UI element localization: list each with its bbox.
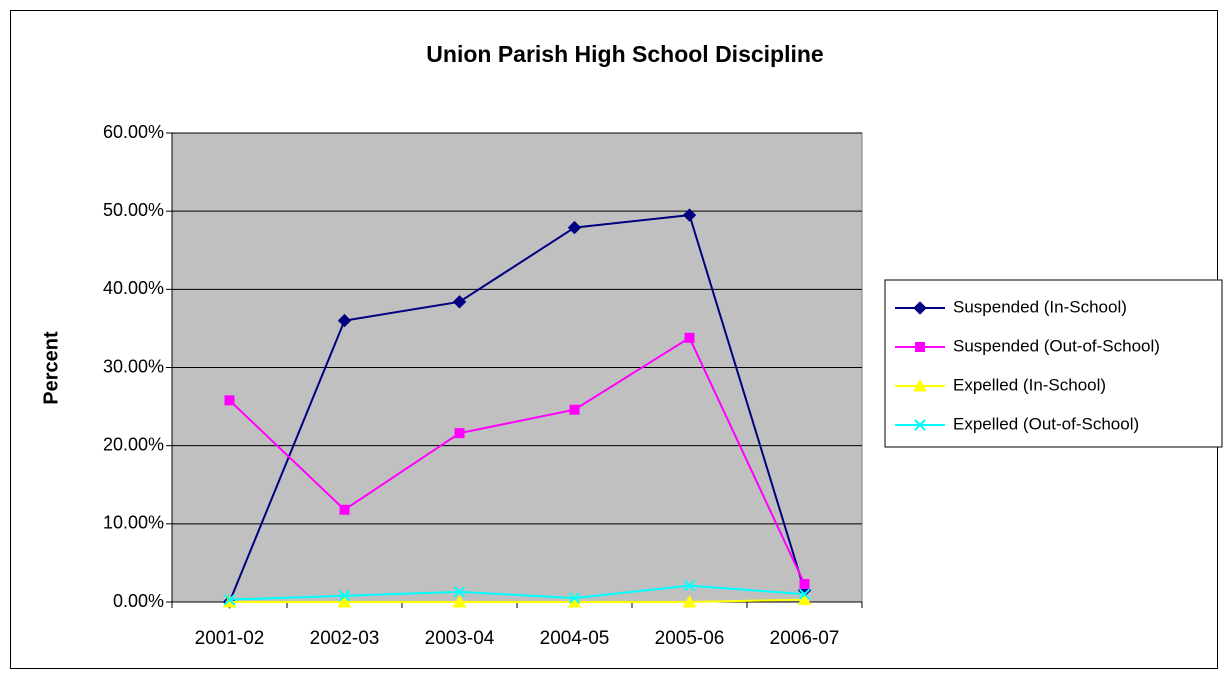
marker <box>454 428 465 439</box>
marker <box>338 590 351 602</box>
marker <box>683 579 696 592</box>
y-axis-label: Percent <box>40 331 62 405</box>
marker <box>569 404 580 415</box>
marker <box>797 592 812 606</box>
series-line <box>229 584 805 601</box>
marker <box>799 579 810 590</box>
y-tick-label: 60.00% <box>103 122 164 142</box>
marker <box>682 208 697 222</box>
marker <box>337 594 352 608</box>
legend-label: Suspended (Out-of-School) <box>953 336 1160 355</box>
x-tick-label: 2003-04 <box>425 628 495 649</box>
x-tick-label: 2002-03 <box>310 628 380 649</box>
series-line <box>229 598 805 603</box>
y-tick-label: 40.00% <box>103 278 164 298</box>
marker <box>453 586 466 598</box>
x-tick-label: 2001-02 <box>195 628 265 649</box>
y-tick-label: 10.00% <box>103 513 164 533</box>
marker <box>568 592 581 604</box>
series-line <box>228 213 806 603</box>
legend-marker <box>914 419 926 431</box>
x-tick-label: 2004-05 <box>540 628 610 649</box>
legend-label: Suspended (In-School) <box>953 297 1127 316</box>
x-tick-label: 2005-06 <box>655 628 725 649</box>
legend-marker <box>915 342 925 352</box>
marker <box>798 588 811 600</box>
marker <box>452 594 467 608</box>
series-line <box>228 336 806 585</box>
chart-title: Union Parish High School Discipline <box>426 41 823 67</box>
legend-marker <box>913 378 927 392</box>
y-tick-label: 0.00% <box>113 591 164 611</box>
y-tick-label: 50.00% <box>103 200 164 220</box>
legend-label: Expelled (In-School) <box>953 375 1106 394</box>
legend-label: Expelled (Out-of-School) <box>953 414 1139 433</box>
marker <box>339 504 350 515</box>
marker <box>567 220 582 235</box>
marker <box>682 594 697 608</box>
y-tick-label: 30.00% <box>103 356 164 376</box>
marker <box>684 332 695 343</box>
marker <box>223 593 236 606</box>
y-tick-label: 20.00% <box>103 434 164 454</box>
legend-marker <box>913 301 927 315</box>
x-tick-label: 2006-07 <box>770 628 840 649</box>
marker <box>452 295 467 309</box>
marker <box>337 313 352 328</box>
marker <box>224 395 235 406</box>
